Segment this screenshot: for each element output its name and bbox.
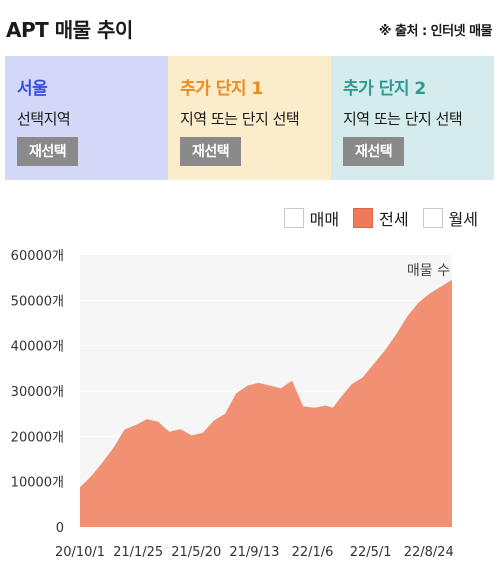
panel-subtitle: 지역 또는 단지 선택 [343,110,463,128]
panel-region: 서울 선택지역 재선택 [5,56,168,180]
panel-complex-2: 추가 단지 2 지역 또는 단지 선택 재선택 [331,56,494,180]
chart-legend: 매매 전세 월세 [270,206,478,230]
page-title: APT 매물 추이 [6,18,133,42]
x-tick-label: 22/5/1 [350,545,392,560]
checkbox-icon[interactable] [353,208,374,228]
source-note: ※ 출처 : 인터넷 매물 [378,24,493,39]
y-tick-label: 0 [56,521,64,536]
legend-item-monthly[interactable]: 월세 [422,206,478,230]
header: APT 매물 추이 ※ 출처 : 인터넷 매물 [6,14,494,44]
y-tick-label: 60000개 [11,249,64,264]
y-tick-label: 40000개 [11,340,64,355]
series-label: 매물 수 [407,263,450,279]
panel-title: 추가 단지 1 [180,79,263,99]
panel-subtitle: 지역 또는 단지 선택 [180,110,300,128]
listing-trend-chart: 60000개 50000개 40000개 30000개 20000개 10000개 0 매물 … [11,249,454,560]
x-tick-label: 21/1/25 [113,545,163,560]
x-tick-label: 22/1/6 [292,545,334,560]
legend-label: 월세 [448,210,478,229]
selection-panels: 서울 선택지역 재선택 추가 단지 1 지역 또는 단지 선택 재선택 추가 단… [5,56,494,180]
legend-item-sale[interactable]: 매매 [283,206,340,230]
panel-title: 추가 단지 2 [343,79,426,99]
y-tick-label: 30000개 [11,385,64,400]
reselect-button[interactable]: 재선택 [17,137,79,166]
checkbox-icon[interactable] [422,208,443,228]
y-tick-label: 50000개 [11,294,64,309]
legend-label: 매매 [309,210,340,229]
y-tick-label: 20000개 [11,430,64,445]
x-tick-label: 21/5/20 [171,545,221,560]
reselect-button[interactable]: 재선택 [343,137,405,166]
reselect-button[interactable]: 재선택 [180,137,242,166]
panel-complex-1: 추가 단지 1 지역 또는 단지 선택 재선택 [168,56,331,180]
x-tick-label: 20/10/1 [55,545,105,560]
panel-title: 서울 [17,79,48,99]
x-tick-label: 22/8/24 [404,545,454,560]
legend-label: 전세 [379,210,409,229]
x-tick-label: 21/9/13 [229,545,279,560]
series-area [80,279,452,527]
y-tick-label: 10000개 [11,476,64,491]
legend-item-jeonse[interactable]: 전세 [353,206,409,230]
checkbox-icon[interactable] [283,208,304,228]
panel-subtitle: 선택지역 [17,110,71,128]
